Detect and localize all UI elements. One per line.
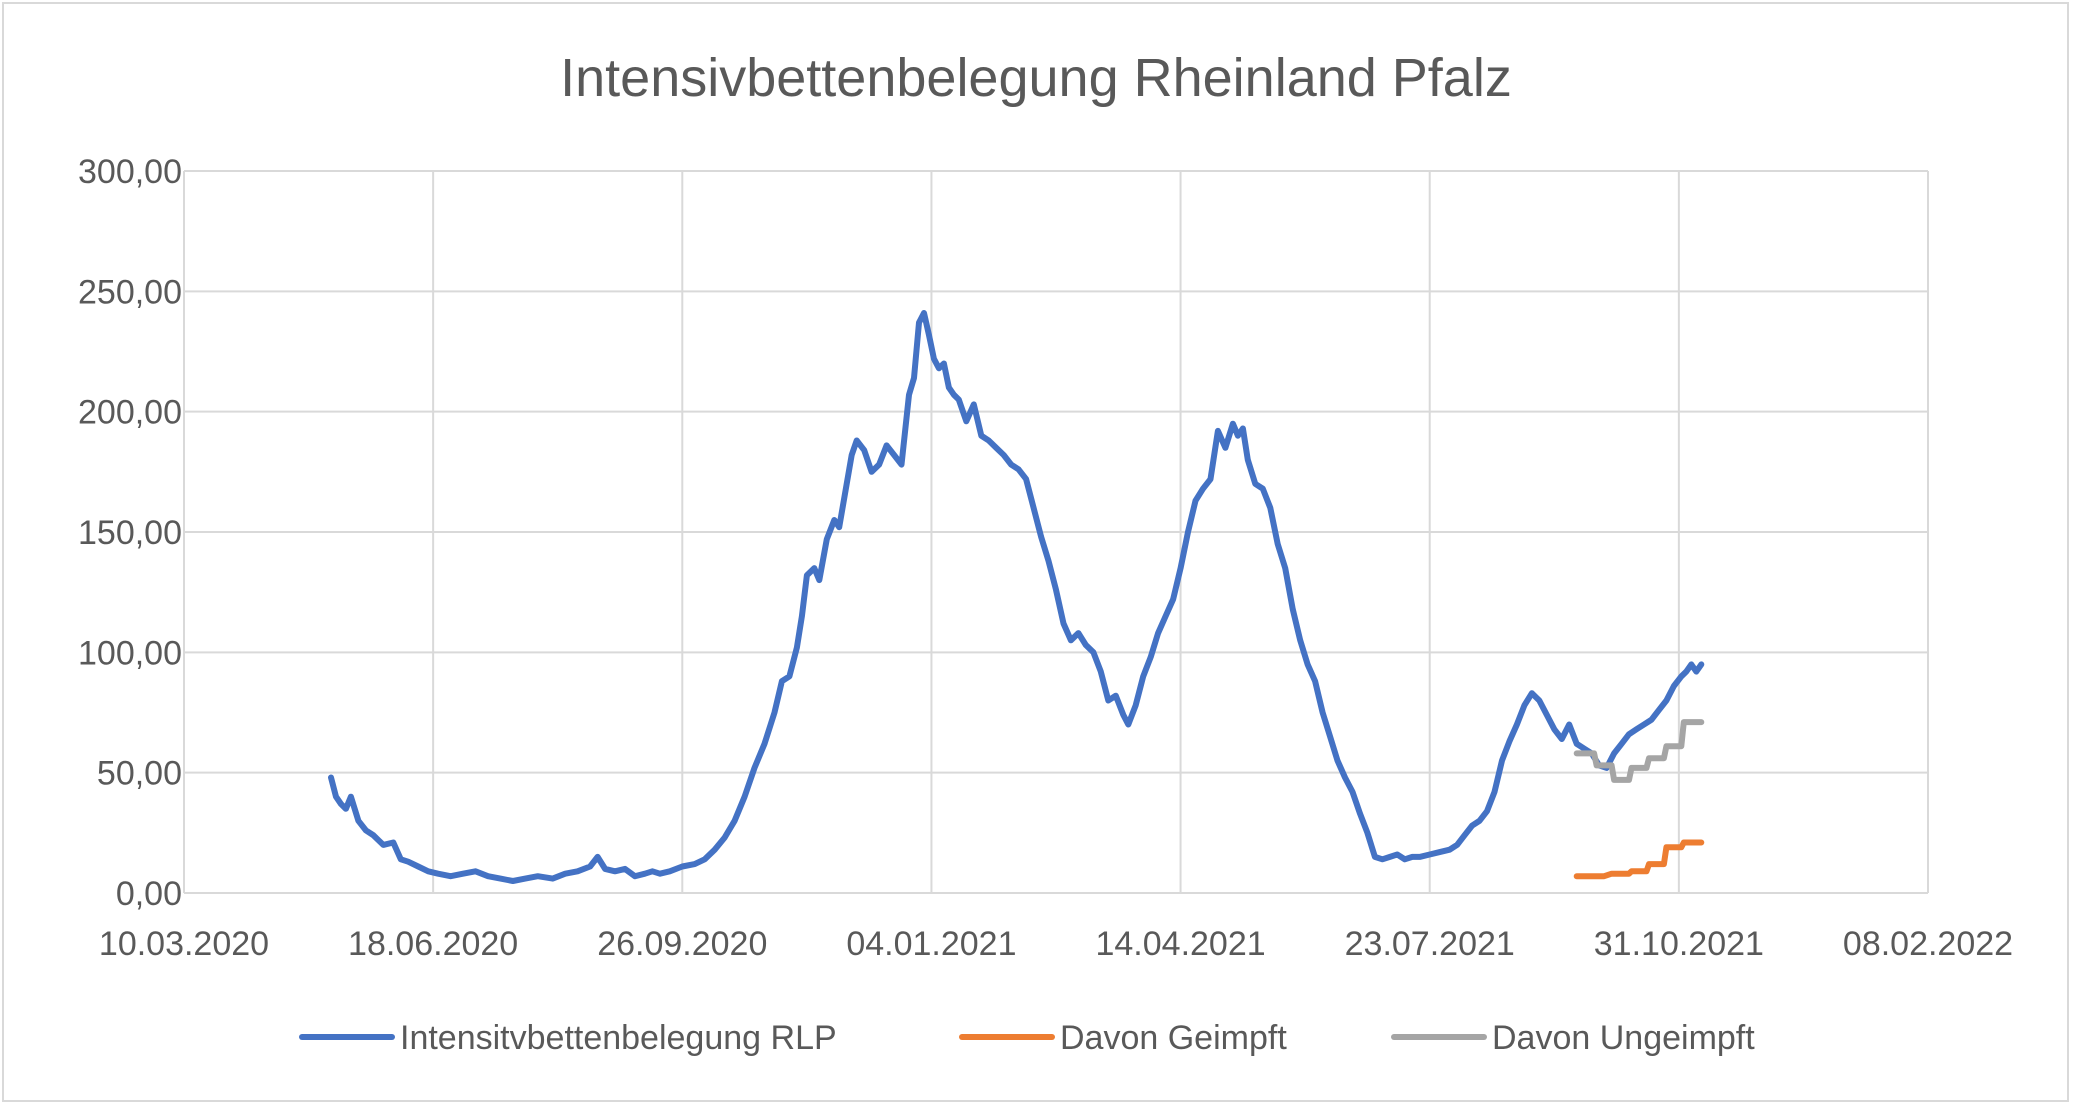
gridlines — [183, 170, 1929, 894]
x-tick-label: 18.06.2020 — [348, 925, 518, 963]
x-tick-label: 08.02.2022 — [1843, 925, 2013, 963]
legend: Intensitvbettenbelegung RLP Davon Geimpft… — [299, 1019, 1755, 1057]
x-tick-label: 31.10.2021 — [1594, 925, 1764, 963]
series-line-1 — [1573, 839, 1705, 880]
y-tick-label: 200,00 — [78, 394, 182, 432]
legend-label-2: Davon Ungeimpft — [1492, 1019, 1755, 1057]
x-axis-ticks: 10.03.2020 18.06.2020 26.09.2020 04.01.2021… — [99, 925, 2013, 963]
legend-label-1: Davon Geimpft — [1060, 1019, 1287, 1057]
y-tick-label: 300,00 — [78, 153, 182, 191]
x-tick-label: 10.03.2020 — [99, 925, 269, 963]
series-line-2 — [1573, 719, 1705, 783]
series-line-0 — [328, 310, 1705, 884]
y-tick-label: 250,00 — [78, 273, 182, 311]
x-tick-label: 26.09.2020 — [597, 925, 767, 963]
x-tick-label: 23.07.2021 — [1345, 925, 1515, 963]
x-tick-label: 04.01.2021 — [846, 925, 1016, 963]
y-tick-label: 150,00 — [78, 514, 182, 552]
y-tick-label: 50,00 — [97, 755, 182, 793]
x-tick-label: 14.04.2021 — [1095, 925, 1265, 963]
chart-title: Intensivbettenbelegung Rheinland Pfalz — [560, 48, 1512, 108]
y-tick-label: 0,00 — [116, 875, 182, 913]
y-tick-label: 100,00 — [78, 634, 182, 672]
legend-label-0: Intensitvbettenbelegung RLP — [400, 1019, 837, 1057]
series-lines — [328, 310, 1705, 884]
y-axis-ticks: 0,00 50,00 100,00 150,00 200,00 250,00 300,00 — [78, 153, 182, 913]
